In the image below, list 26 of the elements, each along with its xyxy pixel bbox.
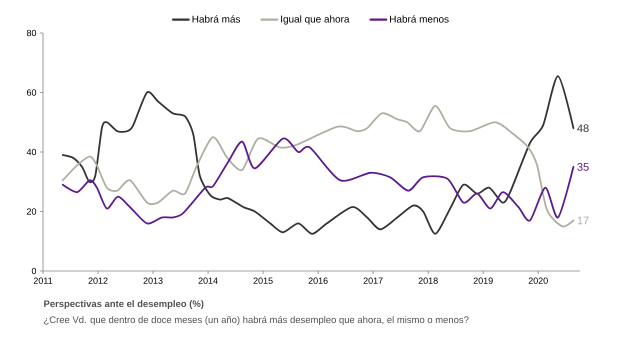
x-tick-label: 2018 (418, 278, 438, 284)
data-label: 35 (577, 163, 589, 171)
data-label: 17 (578, 216, 589, 224)
legend-label: Igual que ahora (281, 15, 350, 25)
text: ¿Cree Vd. que dentro de doce meses (un año) habrá más desempleo que ahora, el mismo o menos? (44, 316, 469, 325)
legend-label: Habrá menos (390, 15, 449, 23)
y-tick-label: 40 (26, 148, 36, 156)
line-series (62, 138, 574, 224)
x-tick-label: 2011 (34, 278, 52, 284)
y-tick-label: 0 (32, 268, 36, 274)
text: Perspectivas ante el desempleo (%) (44, 300, 204, 309)
y-tick-label: 20 (26, 208, 36, 215)
data-label: 48 (577, 124, 589, 132)
x-tick-label: 2015 (254, 278, 273, 284)
x-tick-label: 2020 (528, 278, 548, 284)
x-tick-label: 2014 (198, 278, 218, 284)
x-tick-label: 2013 (144, 278, 163, 284)
line-series (62, 104, 574, 228)
x-tick-label: 2016 (308, 278, 328, 284)
line-series (62, 75, 574, 235)
x-tick-label: 2017 (364, 278, 383, 284)
y-tick-label: 60 (26, 89, 36, 96)
x-tick-label: 2019 (474, 278, 493, 284)
y-tick-label: 80 (26, 30, 36, 36)
legend-label: Habrá más (192, 15, 240, 23)
x-tick-label: 2012 (88, 278, 108, 284)
